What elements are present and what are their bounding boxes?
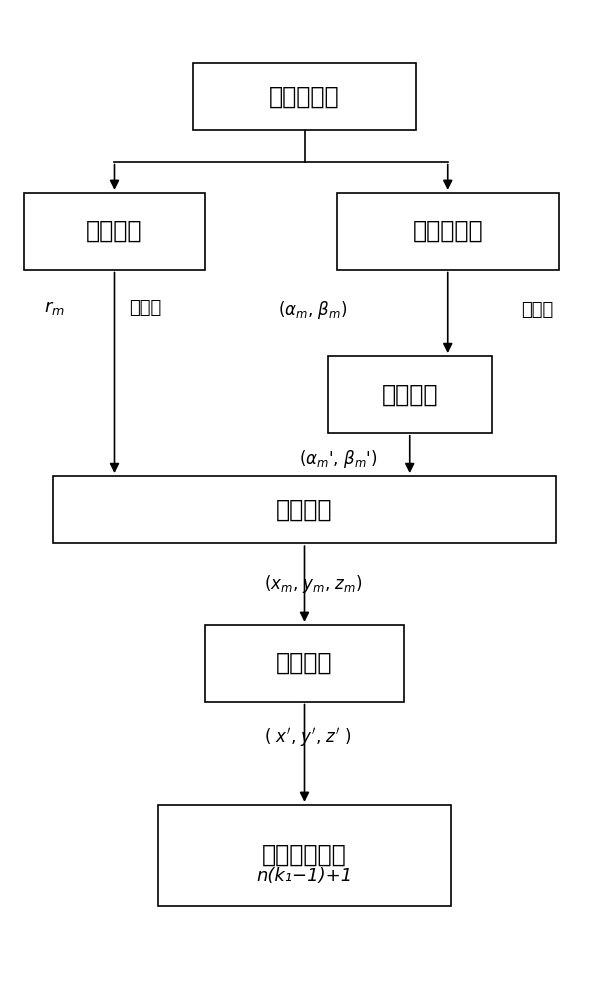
Bar <box>158 805 451 906</box>
Bar <box>24 193 205 270</box>
Text: ( $x'$, $y'$, $z'$ ): ( $x'$, $y'$, $z'$ ) <box>264 726 351 749</box>
Text: ($\alpha_m$, $\beta_m$): ($\alpha_m$, $\beta_m$) <box>278 299 348 321</box>
Text: 细尺度: 细尺度 <box>521 301 553 319</box>
Text: 数据融合: 数据融合 <box>276 498 333 522</box>
Text: 滤波估计: 滤波估计 <box>276 651 333 675</box>
Bar <box>53 476 556 543</box>
Text: 红外探测器: 红外探测器 <box>412 219 483 243</box>
Text: 粗尺度: 粗尺度 <box>129 299 161 317</box>
Bar <box>337 193 559 270</box>
Bar <box>194 63 415 130</box>
Text: 角度估计: 角度估计 <box>381 382 438 406</box>
Text: $r_m$: $r_m$ <box>44 299 65 317</box>
Text: ($x_m$, $y_m$, $z_m$): ($x_m$, $y_m$, $z_m$) <box>264 573 362 595</box>
Text: 多尺度模型: 多尺度模型 <box>269 85 340 109</box>
Text: 返回到细尺度: 返回到细尺度 <box>262 843 347 867</box>
Text: n(k₁−1)+1: n(k₁−1)+1 <box>256 867 353 885</box>
Text: ($\alpha_m$', $\beta_m$'): ($\alpha_m$', $\beta_m$') <box>298 448 377 470</box>
Text: 激光雷达: 激光雷达 <box>86 219 143 243</box>
Bar <box>205 625 404 702</box>
Bar <box>328 356 491 433</box>
